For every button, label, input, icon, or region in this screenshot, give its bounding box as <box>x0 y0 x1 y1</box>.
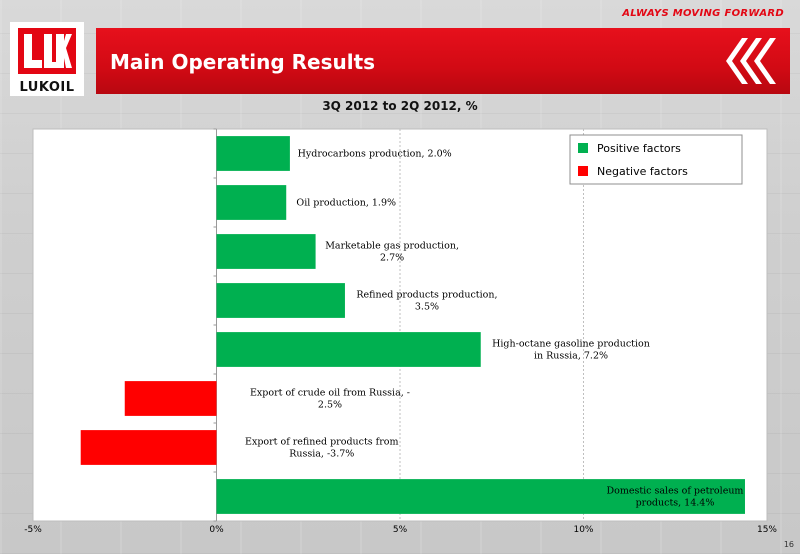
data-label-line: Export of refined products from <box>245 437 398 448</box>
x-tick-label: -5% <box>24 525 42 535</box>
legend-label-negative: Negative factors <box>597 165 688 178</box>
chevrons-icon <box>726 38 776 84</box>
data-label-line: High-octane gasoline production <box>492 339 650 350</box>
data-label-line: Domestic sales of petroleum <box>606 486 743 497</box>
bar-negative <box>80 430 217 465</box>
bar-positive <box>216 136 290 171</box>
tagline: ALWAYS MOVING FORWARD <box>622 8 784 19</box>
logo-text: LUKOIL <box>19 80 75 95</box>
data-label-line: 3.5% <box>415 302 439 313</box>
bar-positive <box>216 283 345 318</box>
data-label-line: Oil production, 1.9% <box>296 198 396 209</box>
data-label: Export of crude oil from Russia, -2.5% <box>250 388 410 411</box>
data-label-line: Russia, -3.7% <box>289 449 354 460</box>
x-tick-label: 5% <box>393 525 408 535</box>
bars-group <box>80 136 745 514</box>
data-label: Oil production, 1.9% <box>296 198 396 209</box>
legend-box <box>569 134 743 185</box>
data-label: Refined products production, 3.5% <box>356 290 497 313</box>
data-label-line: 2.7% <box>380 253 404 264</box>
lukoil-logo: LUKOIL <box>10 22 84 96</box>
bar-negative <box>124 381 217 416</box>
data-label: Export of refined products from Russia, -… <box>245 437 398 460</box>
page-number: 16 <box>783 540 794 549</box>
x-axis-ticks: -5% 0% 5% 10% 15% <box>24 525 777 535</box>
data-label: Marketable gas production, 2.7% <box>325 241 459 264</box>
lukoil-emblem-icon <box>18 28 76 74</box>
title-banner: Main Operating Results <box>96 28 790 94</box>
data-label: High-octane gasoline production in Russia… <box>492 339 650 362</box>
chart-title: 3Q 2012 to 2Q 2012, % <box>322 99 478 113</box>
data-label-line: products, 14.4% <box>636 498 715 509</box>
data-label: Hydrocarbons production, 2.0% <box>298 149 452 160</box>
data-label: Domestic sales of petroleum products, 14.… <box>606 486 743 509</box>
bar-positive <box>216 332 481 367</box>
legend-swatch-negative <box>578 166 588 176</box>
page-title: Main Operating Results <box>110 50 376 74</box>
x-tick-label: 15% <box>757 525 777 535</box>
data-label-line: Hydrocarbons production, 2.0% <box>298 149 452 160</box>
legend: Positive factors Negative factors <box>569 134 743 185</box>
x-tick-label: 10% <box>573 525 593 535</box>
data-label-line: Marketable gas production, <box>325 241 459 252</box>
data-label-line: in Russia, 7.2% <box>534 351 608 362</box>
bar-positive <box>216 234 316 269</box>
bar-positive <box>216 479 745 514</box>
x-tick-label: 0% <box>209 525 224 535</box>
data-label-line: Refined products production, <box>356 290 497 301</box>
legend-swatch-positive <box>578 143 588 153</box>
bar-positive <box>216 185 287 220</box>
data-label-line: 2.5% <box>318 400 342 411</box>
legend-label-positive: Positive factors <box>597 142 681 155</box>
data-label-line: Export of crude oil from Russia, - <box>250 388 410 399</box>
data-labels-group: Hydrocarbons production, 2.0% Oil product… <box>245 149 743 509</box>
